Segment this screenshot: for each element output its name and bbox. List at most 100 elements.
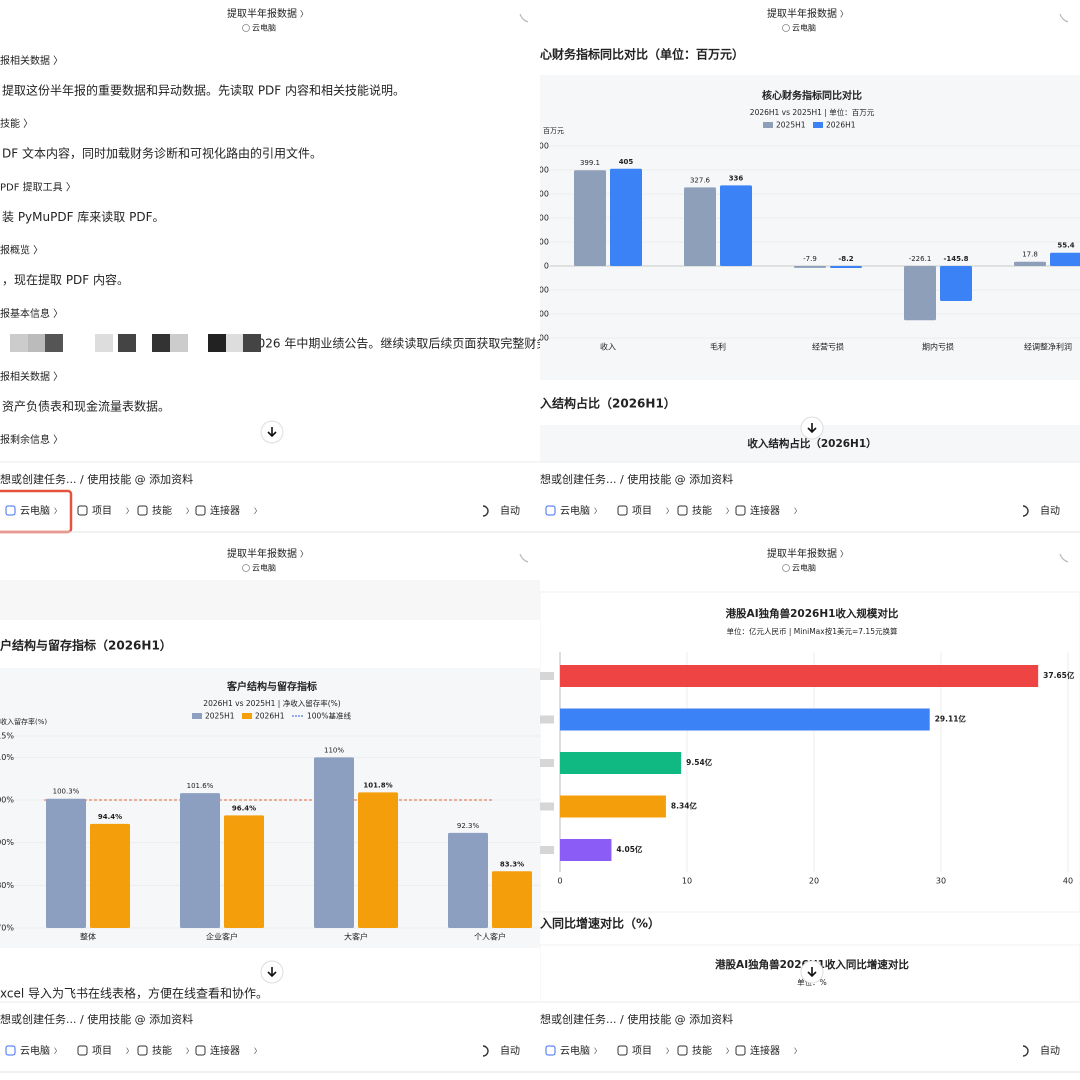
step-text: 资产负债表和现金流量表数据。 bbox=[2, 399, 170, 414]
header-chevron: 〉 bbox=[840, 10, 848, 19]
tool-icon bbox=[545, 505, 556, 516]
value-label: 101.8% bbox=[363, 781, 392, 789]
mode-button[interactable]: 自动 bbox=[1040, 1044, 1060, 1057]
tool-icon bbox=[617, 505, 628, 516]
value-label: 17.8 bbox=[1022, 251, 1038, 259]
tool-button[interactable]: 连接器 bbox=[210, 504, 240, 517]
tool-icon bbox=[735, 505, 746, 516]
category-label-blurred bbox=[540, 846, 554, 854]
redacted-block bbox=[95, 334, 113, 352]
step-label[interactable]: 报相关数据 〉 bbox=[0, 54, 63, 67]
header-bg bbox=[0, 540, 540, 580]
tool-button[interactable]: 连接器 bbox=[750, 504, 780, 517]
tool-icon bbox=[545, 1045, 556, 1056]
tool-button[interactable]: 云电脑 bbox=[560, 1044, 590, 1057]
value-label: 100.3% bbox=[53, 788, 80, 796]
tool-button[interactable]: 项目 bbox=[92, 505, 112, 517]
tool-button[interactable]: 连接器 bbox=[210, 1044, 240, 1057]
scroll-arrow bbox=[807, 423, 817, 434]
redacted-block bbox=[45, 334, 63, 352]
tool-button[interactable]: 技能 bbox=[152, 1044, 172, 1057]
tool-chevron: 〉 bbox=[666, 1047, 673, 1055]
composer-placeholder[interactable]: 想或创建任务... / 使用技能 @ 添加资料 bbox=[0, 472, 193, 486]
chart-subtitle: 2026H1 vs 2025H1 | 净收入留存率(%) bbox=[203, 698, 340, 708]
tool-icon bbox=[195, 1045, 206, 1056]
scroll-arrow bbox=[267, 967, 277, 978]
tool-button[interactable]: 技能 bbox=[692, 1044, 712, 1057]
value-label: 110% bbox=[324, 746, 344, 754]
step-text: 2026 年中期业绩公告。继续读取后续页面获取完整财务数 bbox=[250, 335, 540, 350]
step-text: DF 文本内容，同时加载财务诊断和可视化路由的引用文件。 bbox=[2, 146, 322, 161]
bar bbox=[794, 266, 826, 268]
bar bbox=[560, 795, 666, 818]
step-text: 装 PyMuPDF 库来读取 PDF。 bbox=[2, 209, 165, 224]
composer-placeholder[interactable]: 想或创建任务... / 使用技能 @ 添加资料 bbox=[0, 1012, 193, 1026]
tool-button[interactable]: 连接器 bbox=[750, 1044, 780, 1057]
tool-chevron: 〉 bbox=[594, 1047, 601, 1055]
legend-swatch bbox=[763, 122, 773, 128]
value-label: 92.3% bbox=[457, 822, 480, 830]
step-label[interactable]: 报剩余信息 〉 bbox=[0, 433, 63, 446]
tool-icon bbox=[77, 1045, 88, 1056]
phone-icon bbox=[519, 13, 529, 23]
tool-icon bbox=[617, 1045, 628, 1056]
chart-title: 核心财务指标同比对比 bbox=[762, 89, 862, 102]
tool-chevron: 〉 bbox=[126, 507, 133, 515]
bar bbox=[1014, 261, 1046, 266]
tool-button[interactable]: 技能 bbox=[692, 504, 712, 517]
tool-icon bbox=[735, 1045, 746, 1056]
section-heading: 入结构占比（2026H1） bbox=[540, 396, 676, 411]
x-tick-label: 经营亏损 bbox=[812, 342, 844, 352]
tool-button[interactable]: 云电脑 bbox=[20, 504, 50, 517]
mode-button[interactable]: 自动 bbox=[500, 1044, 520, 1057]
value-label: -8.2 bbox=[838, 255, 853, 263]
tool-chevron: 〉 bbox=[54, 507, 61, 515]
cloud-icon bbox=[242, 24, 250, 32]
spinner bbox=[482, 505, 489, 517]
task-title: 提取半年报数据 bbox=[767, 7, 837, 20]
mode-button[interactable]: 自动 bbox=[1040, 504, 1060, 517]
category-label-blurred bbox=[540, 715, 554, 724]
tool-button[interactable]: 项目 bbox=[632, 505, 652, 517]
composer-placeholder[interactable]: 想或创建任务... / 使用技能 @ 添加资料 bbox=[540, 1012, 733, 1026]
tool-button[interactable]: 项目 bbox=[92, 1045, 112, 1057]
composer-bg bbox=[0, 462, 540, 540]
step-label[interactable]: 报相关数据 〉 bbox=[0, 370, 63, 383]
header-chevron: 〉 bbox=[300, 10, 308, 19]
bar bbox=[448, 832, 488, 928]
x-tick-label: 大客户 bbox=[344, 932, 368, 942]
tool-icon bbox=[195, 505, 206, 516]
scroll-arrow bbox=[267, 427, 277, 438]
tool-button[interactable]: 云电脑 bbox=[20, 1044, 50, 1057]
composer-bg bbox=[540, 462, 1080, 540]
x-tick-label: 毛利 bbox=[710, 342, 726, 352]
step-label[interactable]: 技能 〉 bbox=[0, 117, 33, 130]
task-title: 提取半年报数据 bbox=[227, 547, 297, 560]
composer-placeholder[interactable]: 想或创建任务... / 使用技能 @ 添加资料 bbox=[540, 472, 733, 486]
mode-button[interactable]: 自动 bbox=[500, 504, 520, 517]
y-axis-label: 收入留存率(%) bbox=[0, 717, 47, 726]
redacted-block bbox=[118, 334, 136, 352]
tool-button[interactable]: 项目 bbox=[632, 1045, 652, 1057]
tool-button[interactable]: 技能 bbox=[152, 504, 172, 517]
value-label: 399.1 bbox=[580, 159, 600, 167]
task-subtitle: 云电脑 bbox=[792, 23, 816, 33]
tool-button[interactable]: 云电脑 bbox=[560, 504, 590, 517]
step-label[interactable]: 报概览 〉 bbox=[0, 244, 43, 257]
y-tick-label: 110% bbox=[0, 753, 14, 762]
y-tick-label: 100% bbox=[0, 796, 14, 805]
panel-finance-chart: 提取半年报数据 〉云电脑心财务指标同比对比（单位：百万元）核心财务指标同比对比20… bbox=[540, 0, 1080, 540]
section-heading: 户结构与留存指标（2026H1） bbox=[0, 638, 172, 653]
tool-chevron: 〉 bbox=[126, 1047, 133, 1055]
tool-chevron: 〉 bbox=[186, 507, 193, 515]
y-tick-label: 0 bbox=[544, 262, 549, 271]
x-tick-label: 经调整净利润 bbox=[1024, 342, 1072, 352]
y-tick-label: 70% bbox=[0, 924, 14, 933]
value-label: 327.6 bbox=[690, 176, 711, 184]
step-label[interactable]: 报基本信息 〉 bbox=[0, 307, 63, 320]
tool-chevron: 〉 bbox=[794, 507, 801, 515]
step-label[interactable]: PDF 提取工具 〉 bbox=[0, 181, 76, 193]
value-label: -226.1 bbox=[909, 255, 932, 263]
chart-subtitle: 单位：亿元人民币 | MiniMax按1美元=7.15元换算 bbox=[727, 626, 898, 636]
